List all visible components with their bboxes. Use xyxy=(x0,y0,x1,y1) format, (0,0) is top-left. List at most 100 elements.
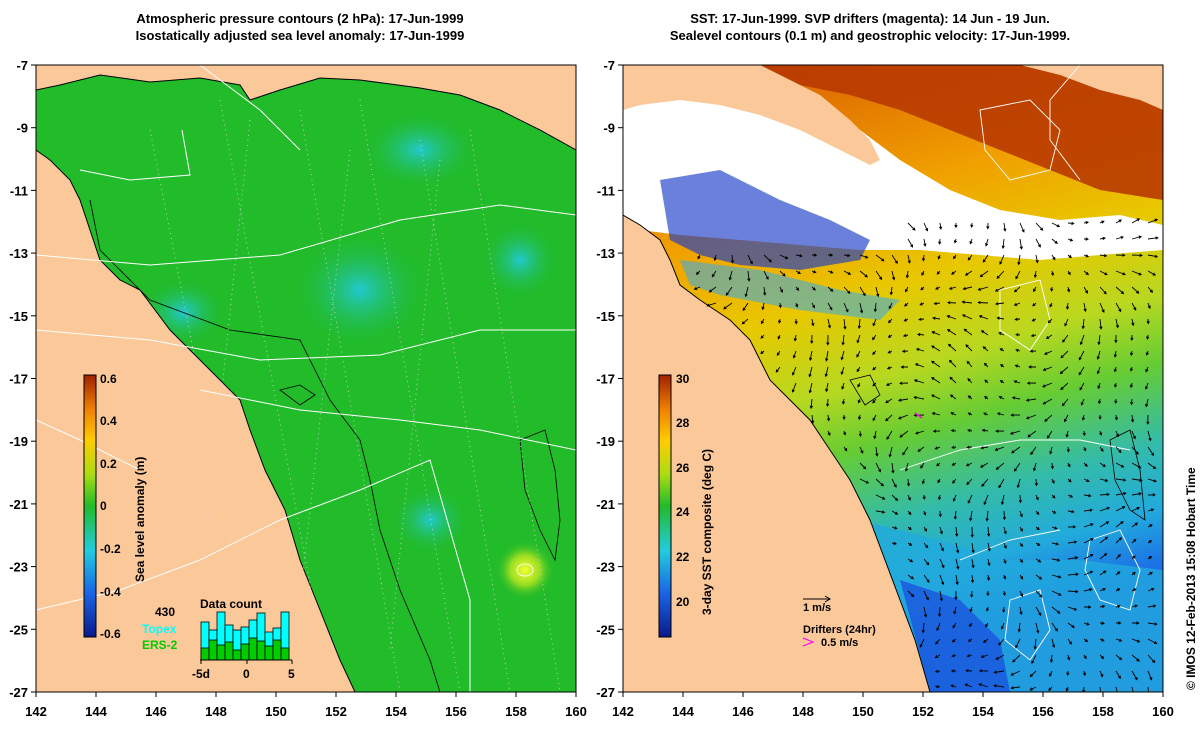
velocity-arrow xyxy=(1131,492,1142,496)
sst-colorbar xyxy=(658,374,672,638)
velocity-arrow xyxy=(946,315,957,320)
velocity-arrow xyxy=(1019,526,1023,532)
velocity-arrow xyxy=(907,254,911,264)
velocity-arrow xyxy=(872,414,877,422)
x-axis-tick-label: 148 xyxy=(792,704,814,719)
velocity-arrow xyxy=(1115,430,1120,438)
velocity-arrow xyxy=(1048,670,1053,677)
velocity-arrow xyxy=(986,574,991,582)
velocity-arrow xyxy=(795,286,800,291)
velocity-arrow xyxy=(1013,380,1021,384)
velocity-arrow xyxy=(728,270,733,281)
drifter-speed-label: 0.5 m/s xyxy=(821,637,858,649)
velocity-arrow xyxy=(1002,510,1007,521)
velocity-arrow xyxy=(1035,510,1040,516)
velocity-arrow xyxy=(1083,462,1088,467)
velocity-arrow xyxy=(1099,521,1110,528)
velocity-arrow xyxy=(1083,478,1090,482)
velocity-arrow xyxy=(965,344,973,352)
velocity-arrow xyxy=(809,398,813,410)
velocity-arrow xyxy=(760,318,765,325)
y-axis-tick-label: -25 xyxy=(9,622,28,637)
velocity-arrow xyxy=(1034,478,1039,487)
velocity-arrow xyxy=(1083,254,1090,258)
x-axis-tick-label: 150 xyxy=(852,704,874,719)
velocity-arrow xyxy=(1067,654,1071,661)
left-title-line1: Atmospheric pressure contours (2 hPa): 1… xyxy=(136,11,464,26)
velocity-arrow xyxy=(1147,555,1153,560)
velocity-arrow xyxy=(792,350,797,359)
velocity-arrow xyxy=(885,398,893,404)
y-axis-tick-label: -13 xyxy=(596,246,615,261)
velocity-arrow xyxy=(939,558,945,569)
geostrophic-velocity-arrows xyxy=(693,218,1159,692)
velocity-arrow xyxy=(1065,302,1070,310)
y-axis-tick-label: -21 xyxy=(596,497,615,512)
velocity-arrow xyxy=(891,494,899,502)
velocity-arrow xyxy=(1035,574,1043,580)
velocity-arrow xyxy=(891,478,897,488)
right-title-line2: Sealevel contours (0.1 m) and geostrophi… xyxy=(669,28,1071,43)
y-axis-tick-label: -13 xyxy=(9,246,28,261)
velocity-arrow xyxy=(1051,222,1061,228)
velocity-arrow xyxy=(1131,588,1137,592)
y-axis-tick-label: -21 xyxy=(9,497,28,512)
coastline xyxy=(36,149,356,692)
velocity-arrow xyxy=(923,222,929,232)
velocity-arrow xyxy=(1113,366,1117,373)
velocity-arrow xyxy=(891,270,896,281)
velocity-arrow xyxy=(1010,670,1021,676)
velocity-arrow xyxy=(1147,540,1153,544)
velocity-arrow xyxy=(1027,430,1037,438)
velocity-arrow xyxy=(1096,366,1101,375)
velocity-arrow xyxy=(913,379,925,384)
velocity-arrow xyxy=(936,462,941,467)
velocity-arrow xyxy=(1003,222,1007,232)
velocity-arrow xyxy=(1097,382,1101,390)
velocity-arrow xyxy=(994,286,1005,292)
velocity-arrow xyxy=(791,382,797,393)
velocity-arrow xyxy=(1099,638,1105,642)
velocity-arrow xyxy=(827,270,834,274)
velocity-arrow xyxy=(970,222,974,229)
velocity-arrow xyxy=(1099,220,1105,224)
velocity-arrow xyxy=(1000,494,1005,506)
velocity-arrow xyxy=(981,428,989,433)
velocity-arrow xyxy=(955,526,959,538)
velocity-arrow xyxy=(1051,606,1061,614)
velocity-arrow xyxy=(1049,446,1053,455)
velocity-arrow xyxy=(1079,382,1085,391)
velocity-arrow xyxy=(1099,446,1104,452)
velocity-arrow xyxy=(931,377,941,384)
velocity-arrow xyxy=(987,542,991,552)
sea-level-tick: -0.6 xyxy=(100,627,121,641)
velocity-arrow xyxy=(982,346,989,352)
y-axis-tick-label: -15 xyxy=(9,309,28,324)
velocity-arrow xyxy=(697,254,701,260)
velocity-arrow xyxy=(955,558,960,570)
velocity-arrow xyxy=(1115,604,1121,609)
velocity-arrow xyxy=(760,350,765,355)
velocity-arrow xyxy=(966,445,973,449)
velocity-arrow xyxy=(996,412,1005,416)
x-axis-tick-label: 156 xyxy=(1032,704,1054,719)
velocity-arrow xyxy=(1131,430,1136,440)
velocity-arrow xyxy=(875,254,885,262)
velocity-arrow xyxy=(1115,554,1121,560)
velocity-arrow xyxy=(1044,414,1053,422)
y-axis-tick-label: -27 xyxy=(9,685,28,700)
velocity-arrow xyxy=(875,446,879,457)
velocity-arrow xyxy=(843,302,849,313)
velocity-arrow xyxy=(1097,398,1102,405)
velocity-arrow xyxy=(1131,253,1143,258)
land-png xyxy=(623,65,880,165)
velocity-arrow xyxy=(1097,334,1101,346)
data-count-histogram: Data count 430 Topex ERS-2 xyxy=(142,597,295,681)
velocity-arrow xyxy=(1131,286,1140,294)
velocity-arrow xyxy=(1129,382,1134,389)
velocity-arrow xyxy=(1051,558,1061,562)
velocity-arrow xyxy=(950,684,957,688)
sea-level-tick: -0.4 xyxy=(100,585,121,599)
velocity-arrow xyxy=(887,318,893,324)
velocity-arrow xyxy=(1083,638,1089,643)
